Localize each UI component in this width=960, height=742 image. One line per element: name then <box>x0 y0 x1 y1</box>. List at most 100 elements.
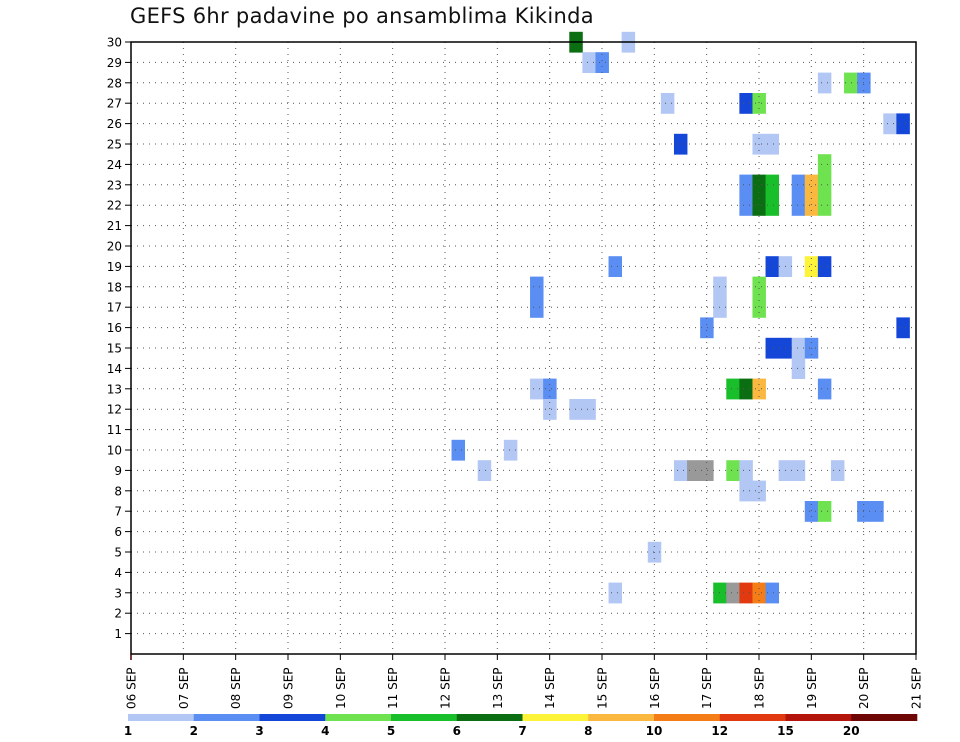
data-cell <box>739 582 753 604</box>
data-cell <box>844 72 858 94</box>
x-tick-label: 11 SEP <box>386 667 400 709</box>
data-cell <box>608 582 623 604</box>
data-cell <box>752 195 766 216</box>
data-cell <box>673 133 688 155</box>
data-cell <box>752 378 766 400</box>
data-cell <box>752 582 766 604</box>
y-tick-label: 5 <box>114 546 122 560</box>
data-cell <box>765 133 780 155</box>
colorbar-label: 8 <box>584 724 592 738</box>
y-tick-label: 7 <box>114 505 122 519</box>
colorbar-label: 6 <box>453 724 461 738</box>
data-cell <box>765 256 780 277</box>
colorbar-label: 12 <box>711 724 728 738</box>
data-cell <box>765 174 780 196</box>
data-cell <box>752 276 766 298</box>
data-cell <box>739 93 753 114</box>
data-cell <box>804 256 819 277</box>
data-cell <box>451 439 466 461</box>
y-tick-label: 21 <box>107 219 122 233</box>
x-tick-label: 09 SEP <box>282 667 296 709</box>
colorbar-label: 20 <box>843 724 860 738</box>
data-cell <box>608 256 623 277</box>
colorbar-segment <box>719 714 786 721</box>
x-tick-label: 06 SEP <box>125 667 139 709</box>
y-tick-label: 14 <box>107 362 122 376</box>
colorbar-label: 15 <box>777 724 794 738</box>
x-tick-label: 08 SEP <box>229 667 243 709</box>
data-cell <box>765 337 780 359</box>
x-tick-label: 18 SEP <box>753 667 767 709</box>
x-tick-label: 17 SEP <box>700 667 714 709</box>
data-cell <box>817 174 832 196</box>
data-cell <box>687 460 701 481</box>
data-cell <box>830 460 845 481</box>
data-cell <box>673 460 688 481</box>
y-tick-label: 4 <box>114 566 122 580</box>
y-tick-label: 10 <box>107 444 122 458</box>
data-cell <box>883 113 897 135</box>
grid-lines <box>131 41 916 654</box>
y-tick-label: 29 <box>107 56 122 70</box>
x-tick-label: 14 SEP <box>543 667 557 709</box>
data-cell <box>582 52 596 73</box>
y-tick-label: 2 <box>114 607 122 621</box>
data-cell <box>530 297 544 318</box>
y-tick-label: 3 <box>114 586 122 600</box>
data-cell <box>700 460 714 481</box>
data-cell <box>817 378 832 400</box>
x-tick-label: 07 SEP <box>177 667 191 709</box>
colorbar-label: 5 <box>387 724 395 738</box>
colorbar-segment <box>128 714 195 721</box>
y-tick-label: 15 <box>107 342 122 356</box>
data-cell <box>752 174 766 196</box>
y-tick-label: 6 <box>114 525 122 539</box>
colorbar-label: 4 <box>321 724 329 738</box>
colorbar-segment <box>851 714 918 721</box>
data-cell <box>477 460 492 481</box>
data-cell <box>726 460 740 481</box>
y-tick-label: 26 <box>107 117 122 131</box>
data-cell <box>804 501 819 522</box>
y-tick-label: 24 <box>107 158 122 172</box>
data-cell <box>817 72 832 94</box>
y-tick-label: 9 <box>114 464 122 478</box>
data-cell <box>543 399 557 420</box>
y-tick-label: 11 <box>107 423 122 437</box>
data-cell <box>752 480 766 502</box>
colorbar-segment <box>654 714 721 721</box>
data-cell <box>739 378 753 400</box>
y-tick-label: 28 <box>107 76 122 90</box>
colorbar-label: 2 <box>190 724 198 738</box>
colorbar-label: 7 <box>518 724 526 738</box>
data-cell <box>791 337 806 359</box>
data-cell <box>896 317 910 339</box>
data-cell <box>739 174 753 196</box>
y-tick-label: 16 <box>107 321 122 335</box>
data-cell <box>817 195 832 216</box>
data-cell <box>595 52 609 73</box>
colorbar-segment <box>456 714 523 721</box>
colorbar-segment <box>259 714 326 721</box>
colorbar-label: 3 <box>255 724 263 738</box>
data-cell <box>896 113 910 135</box>
data-cells <box>451 31 910 604</box>
data-cell <box>791 174 806 196</box>
data-cell <box>503 439 518 461</box>
x-tick-label: 13 SEP <box>491 667 505 709</box>
chart-title: GEFS 6hr padavine po ansamblima Kikinda <box>130 4 594 28</box>
colorbar-segment <box>391 714 458 721</box>
y-tick-label: 30 <box>107 36 122 50</box>
data-cell <box>530 378 544 400</box>
colorbar-segment <box>325 714 392 721</box>
colorbar-segment <box>193 714 260 721</box>
data-cell <box>765 195 780 216</box>
data-cell <box>870 501 884 522</box>
data-cell <box>660 93 675 114</box>
data-cell <box>739 480 753 502</box>
data-cell <box>791 460 806 481</box>
y-tick-label: 13 <box>107 382 122 396</box>
y-tick-label: 25 <box>107 138 122 152</box>
data-cell <box>700 317 714 339</box>
